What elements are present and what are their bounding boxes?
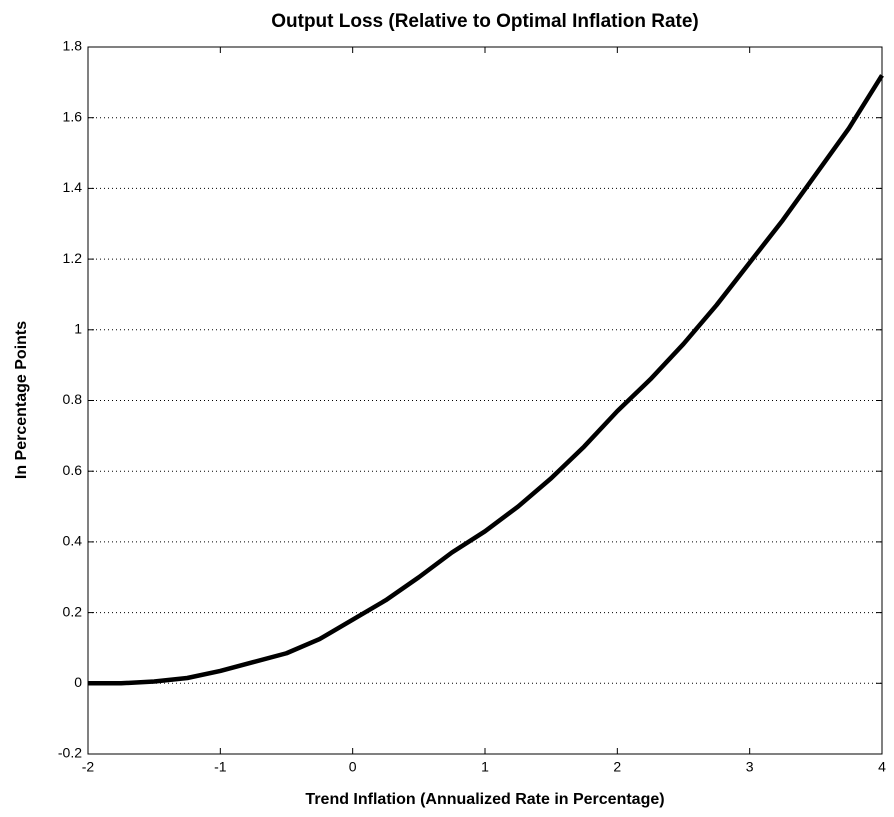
x-axis-label: Trend Inflation (Annualized Rate in Perc… — [305, 791, 664, 808]
y-tick-label: 1.4 — [63, 179, 83, 195]
y-tick-label: 1.8 — [63, 38, 83, 54]
y-tick-label: 0.2 — [63, 603, 83, 619]
x-tick-label: 2 — [613, 759, 621, 775]
x-tick-label: -2 — [82, 759, 95, 775]
x-tick-label: 1 — [481, 759, 489, 775]
y-tick-label: 1.6 — [63, 108, 83, 124]
plot-frame — [87, 46, 883, 755]
x-tick-label: -1 — [214, 759, 227, 775]
line-series — [88, 74, 884, 686]
x-tick-label: 3 — [746, 759, 754, 775]
y-tick-label: 1 — [74, 321, 82, 337]
y-tick-label: 0 — [74, 674, 82, 690]
y-tick-label: 0.4 — [63, 533, 83, 549]
chart-title: Output Loss (Relative to Optimal Inflati… — [271, 11, 699, 32]
y-tick-label: 1.2 — [63, 250, 83, 266]
x-tick-label: 4 — [878, 759, 886, 775]
y-axis-label: In Percentage Points — [13, 321, 30, 479]
x-tick-label: 0 — [349, 759, 357, 775]
y-tick-label: 0.6 — [63, 462, 83, 478]
y-tick-label: -0.2 — [58, 745, 82, 761]
y-tick-label: 0.8 — [63, 391, 83, 407]
